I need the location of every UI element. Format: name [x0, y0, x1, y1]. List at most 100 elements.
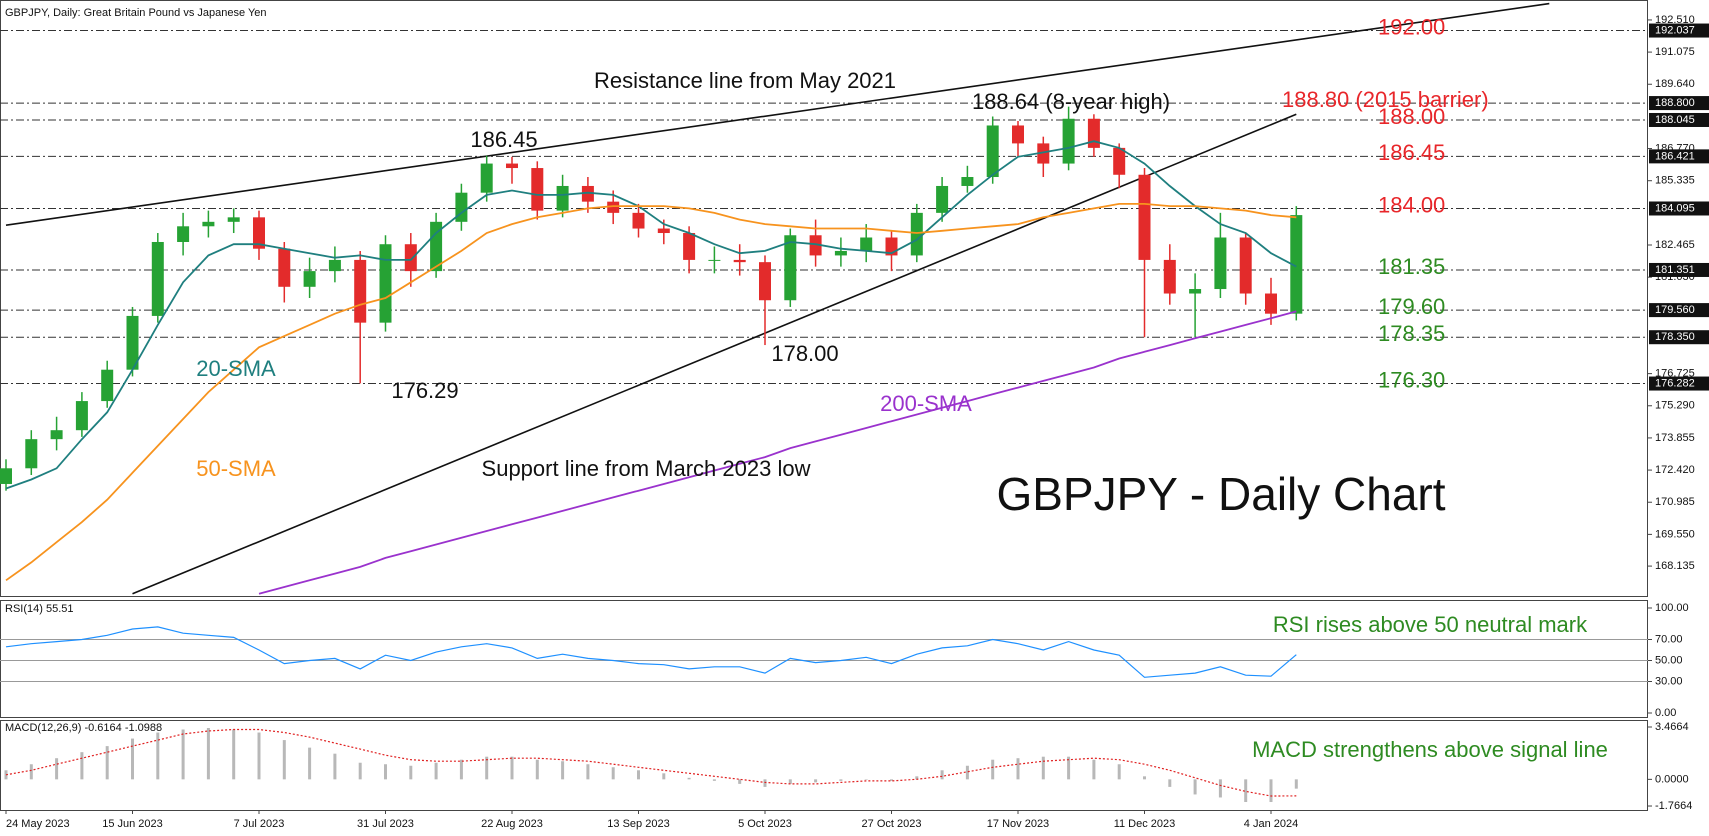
macd-signal [5, 728, 1297, 797]
level-label: 192.00 [1378, 14, 1445, 39]
candle-body [1290, 215, 1303, 314]
rsi-tick-label: 70.00 [1655, 633, 1683, 645]
price-box-label: 181.351 [1655, 264, 1695, 276]
macd-bar [940, 770, 944, 780]
macd-bar [965, 765, 969, 780]
macd-tick-label: 3.4664 [1655, 721, 1689, 733]
panel-frames [0, 0, 1648, 811]
candle-body [961, 177, 974, 186]
macd-bar [637, 770, 640, 780]
candle-body [657, 228, 670, 234]
macd-bar [232, 729, 236, 780]
macd-panel [0, 720, 1648, 811]
macd-bar [1193, 779, 1197, 795]
candle-body [708, 259, 721, 261]
price-box [1649, 376, 1709, 391]
level-label: 188.80 (2015 barrier) [1282, 87, 1489, 112]
candle-body [1163, 259, 1176, 294]
macd-bar [282, 740, 286, 780]
macd-bar [181, 729, 185, 780]
sma-line [258, 310, 1297, 595]
y-tick-label: 182.465 [1655, 239, 1695, 251]
macd-bar [333, 753, 337, 780]
candle-body [581, 185, 594, 202]
y-tick-label: 191.075 [1655, 46, 1695, 58]
y-tick-label: 170.985 [1655, 496, 1695, 508]
price-box-label: 186.421 [1655, 150, 1695, 162]
candle-body [632, 212, 645, 229]
price-box-label: 188.800 [1655, 97, 1695, 109]
candle-body [1087, 118, 1100, 148]
candle-body [1113, 147, 1126, 175]
rsi-label: RSI(14) 55.51 [5, 603, 73, 615]
candle-body [910, 212, 923, 256]
macd-bar [4, 770, 8, 780]
x-tick-label: 13 Sep 2023 [607, 818, 669, 830]
price-box [1649, 330, 1709, 345]
price-box-label: 178.350 [1655, 331, 1695, 343]
candle-body [1265, 293, 1277, 314]
y-tick-label: 172.420 [1655, 464, 1695, 476]
candle-body [784, 235, 797, 301]
annotation: 176.29 [391, 378, 458, 403]
candle-body [1062, 118, 1075, 164]
y-tick-label: 175.290 [1655, 400, 1695, 412]
sma-line [5, 203, 1297, 582]
macd-bar [662, 773, 666, 780]
x-tick-label: 17 Nov 2023 [987, 818, 1049, 830]
price-box-label: 184.095 [1655, 202, 1695, 214]
price-box-label: 188.045 [1655, 114, 1695, 126]
macd-bar [814, 779, 818, 783]
candle-body [379, 244, 392, 323]
main-plot [0, 2, 1648, 595]
macd-bar [1218, 779, 1222, 798]
macd-bar [763, 779, 767, 787]
candle-body [455, 192, 468, 222]
x-tick-label: 11 Dec 2023 [1114, 818, 1176, 830]
y-tick-label: 189.640 [1655, 78, 1695, 90]
support-label: Support line from March 2023 low [482, 456, 811, 481]
macd-bar [1168, 779, 1172, 787]
price-box [1649, 262, 1709, 277]
x-tick-label: 22 Aug 2023 [481, 818, 543, 830]
candle-body [430, 221, 443, 272]
macd-note: MACD strengthens above signal line [1252, 737, 1608, 762]
x-tick-label: 31 Jul 2023 [357, 818, 414, 830]
macd-bar [687, 777, 691, 780]
macd-bar [1016, 758, 1020, 780]
macd-bar [535, 759, 539, 780]
macd-bar [1294, 779, 1298, 789]
y-tick-label: 192.510 [1655, 14, 1695, 26]
rsi-line [5, 626, 1297, 678]
macd-bar [1067, 756, 1071, 780]
macd-bar [611, 767, 615, 780]
macd-bar [409, 765, 413, 780]
macd-bar [308, 747, 312, 780]
candle-body [834, 250, 847, 256]
candle-body [809, 235, 822, 256]
sma-label: 200-SMA [880, 391, 972, 416]
candle-body [177, 226, 190, 242]
price-box-label: 192.037 [1655, 24, 1695, 36]
y-tick-label: 169.550 [1655, 528, 1695, 540]
macd-tick-label: 0.0000 [1655, 773, 1689, 785]
macd-bar [712, 779, 716, 781]
main-panel [0, 0, 1648, 597]
macd-bar [839, 779, 843, 781]
macd-bar [738, 779, 742, 784]
resistance-label: Resistance line from May 2021 [594, 68, 896, 93]
x-tick-label: 27 Oct 2023 [862, 818, 922, 830]
macd-bar [206, 728, 210, 780]
rsi-tick-label: 100.00 [1655, 602, 1689, 614]
level-label: 186.45 [1378, 140, 1445, 165]
annotation: 186.45 [470, 127, 537, 152]
price-box [1649, 149, 1709, 164]
candle-body [25, 439, 38, 469]
macd-bar [156, 732, 160, 780]
price-box-label: 176.282 [1655, 377, 1695, 389]
macd-bar [1041, 756, 1045, 780]
candle-body [683, 233, 696, 260]
candle-body [404, 244, 417, 272]
price-box [1649, 23, 1709, 38]
